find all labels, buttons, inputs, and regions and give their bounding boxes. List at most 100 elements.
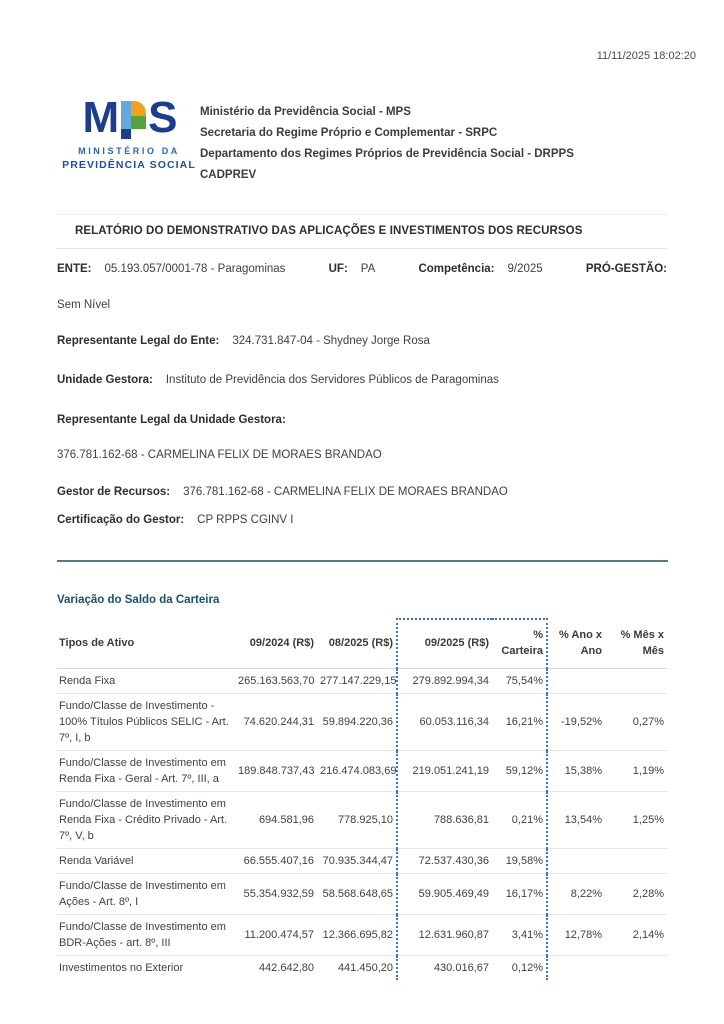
logo-letter-m: M	[82, 93, 119, 142]
value-cell: 265.163.563,70	[235, 668, 317, 694]
asset-type-cell: Renda Fixa	[57, 668, 235, 694]
value-cell: 430.016,67	[396, 955, 492, 980]
asset-type-cell: Investimentos no Exterior	[57, 955, 235, 980]
value-cell: 59.905.469,49	[396, 873, 492, 915]
value-cell: 778.925,10	[317, 791, 397, 849]
table-row: Fundo/Classe de Investimento - 100% Títu…	[57, 693, 667, 751]
value-cell: 12,78%	[547, 914, 605, 956]
column-header: % Mês x Mês	[605, 619, 667, 669]
value-cell	[605, 848, 667, 874]
logo-letter-p-icon	[121, 101, 147, 139]
uf-value: PA	[360, 263, 376, 275]
value-cell: 8,22%	[547, 873, 605, 915]
generated-timestamp: 11/11/2025 18:02:20	[596, 50, 696, 62]
value-cell: 19,58%	[492, 848, 548, 874]
table-row: Renda Variável 66.555.407,16 70.935.344,47…	[57, 848, 667, 874]
value-cell: 219.051.241,19	[396, 750, 492, 792]
value-cell: 2,28%	[605, 873, 667, 915]
value-cell	[605, 955, 667, 980]
column-header: 09/2024 (R$)	[235, 619, 317, 669]
competencia-label: Competência:	[418, 263, 495, 275]
value-cell: 66.555.407,16	[235, 848, 317, 874]
agency-line-cadprev: CADPREV	[200, 169, 257, 181]
value-cell: 15,38%	[547, 750, 605, 792]
value-cell: 1,25%	[605, 791, 667, 849]
logo-caption-line1: MINISTÉRIO DA	[78, 146, 180, 156]
ente-label: ENTE:	[57, 263, 92, 275]
gestor-value: 376.781.162-68 - CARMELINA FELIX DE MORA…	[183, 486, 508, 498]
value-cell: 2,14%	[605, 914, 667, 956]
agency-line-secretaria: Secretaria do Regime Próprio e Complemen…	[200, 127, 498, 139]
mps-logo-wordmark: M S	[58, 93, 200, 142]
value-cell: 58.568.648,65	[317, 873, 397, 915]
section-divider	[57, 560, 668, 562]
asset-type-cell: Renda Variável	[57, 848, 235, 874]
value-cell	[547, 955, 605, 980]
unidade-gestora-value: Instituto de Previdência dos Servidores …	[165, 374, 499, 386]
rep-ug-label: Representante Legal da Unidade Gestora:	[57, 414, 286, 426]
agency-line-ministerio: Ministério da Previdência Social - MPS	[200, 106, 411, 118]
progestao-value: Sem Nível	[57, 299, 111, 311]
table-row: Fundo/Classe de Investimento em BDR-Açõe…	[57, 914, 667, 956]
logo-letter-s: S	[148, 93, 177, 142]
table-row: Renda Fixa 265.163.563,70 277.147.229,15 27…	[57, 668, 667, 694]
value-cell: 788.636,81	[396, 791, 492, 849]
value-cell: 59,12%	[492, 750, 548, 792]
uf-label: UF:	[328, 263, 348, 275]
value-cell: 70.935.344,47	[317, 848, 397, 874]
rep-ug-value-line: 376.781.162-68 - CARMELINA FELIX DE MORA…	[57, 449, 667, 461]
value-cell: 59.894.220,36	[317, 693, 397, 751]
column-header: 08/2025 (R$)	[317, 619, 397, 669]
value-cell: 74.620.244,31	[235, 693, 317, 751]
certificacao-label: Certificação do Gestor:	[57, 514, 185, 526]
value-cell: 216.474.083,69	[317, 750, 397, 792]
value-cell: 694.581,96	[235, 791, 317, 849]
ente-value: 05.193.057/0001-78 - Paragominas	[104, 263, 286, 275]
value-cell: 60.053.116,34	[396, 693, 492, 751]
carteira-table-wrap: Tipos de Ativo 09/2024 (R$) 08/2025 (R$) 09…	[57, 618, 667, 980]
value-cell: 75,54%	[492, 668, 548, 694]
agency-header: Ministério da Previdência Social - MPS S…	[200, 102, 574, 186]
value-cell: 189.848.737,43	[235, 750, 317, 792]
report-title: RELATÓRIO DO DEMONSTRATIVO DAS APLICAÇÕE…	[75, 225, 583, 237]
value-cell: 72.537.430,36	[396, 848, 492, 874]
value-cell: 12.631.960,87	[396, 914, 492, 956]
rep-ente-value: 324.731.847-04 - Shydney Jorge Rosa	[232, 335, 430, 347]
table-row: Fundo/Classe de Investimento em Renda Fi…	[57, 750, 667, 792]
value-cell	[605, 668, 667, 694]
value-cell: 16,21%	[492, 693, 548, 751]
rep-ente-label: Representante Legal do Ente:	[57, 335, 220, 347]
column-header: Tipos de Ativo	[57, 619, 235, 669]
certificacao-value: CP RPPS CGINV I	[197, 514, 294, 526]
gestor-line: Gestor de Recursos: 376.781.162-68 - CARM…	[57, 486, 667, 498]
section-title: Variação do Saldo da Carteira	[57, 594, 220, 606]
logo-caption-line2: PREVIDÊNCIA SOCIAL	[62, 159, 196, 171]
value-cell: 55.354.932,59	[235, 873, 317, 915]
asset-type-cell: Fundo/Classe de Investimento em BDR-Açõe…	[57, 914, 235, 956]
report-title-bar: RELATÓRIO DO DEMONSTRATIVO DAS APLICAÇÕE…	[57, 214, 667, 249]
asset-type-cell: Fundo/Classe de Investimento em Ações - …	[57, 873, 235, 915]
uf-field: UF: PA	[329, 263, 376, 275]
value-cell: 279.892.994,34	[396, 668, 492, 694]
value-cell	[547, 668, 605, 694]
rep-ente-line: Representante Legal do Ente: 324.731.847-…	[57, 335, 667, 347]
certificacao-line: Certificação do Gestor: CP RPPS CGINV I	[57, 514, 667, 526]
progestao-label: PRÓ-GESTÃO:	[585, 263, 667, 275]
value-cell: 0,12%	[492, 955, 548, 980]
rep-ug-value: 376.781.162-68 - CARMELINA FELIX DE MORA…	[57, 449, 382, 461]
value-cell: 13,54%	[547, 791, 605, 849]
table-row: Fundo/Classe de Investimento em Renda Fi…	[57, 791, 667, 849]
carteira-table: Tipos de Ativo 09/2024 (R$) 08/2025 (R$) 09…	[57, 618, 667, 980]
mps-logo: M S MINISTÉRIO DA PREVIDÊNCIA SOCIAL	[58, 93, 200, 171]
asset-type-cell: Fundo/Classe de Investimento em Renda Fi…	[57, 750, 235, 792]
rep-ug-label-line: Representante Legal da Unidade Gestora:	[57, 414, 667, 426]
gestor-label: Gestor de Recursos:	[57, 486, 171, 498]
unidade-gestora-line: Unidade Gestora: Instituto de Previdência…	[57, 374, 667, 386]
value-cell: 12.366.695,82	[317, 914, 397, 956]
competencia-value: 9/2025	[507, 263, 543, 275]
value-cell: 1,19%	[605, 750, 667, 792]
asset-type-cell: Fundo/Classe de Investimento em Renda Fi…	[57, 791, 235, 849]
asset-type-cell: Fundo/Classe de Investimento - 100% Títu…	[57, 693, 235, 751]
table-header-row: Tipos de Ativo 09/2024 (R$) 08/2025 (R$) 09…	[57, 618, 667, 669]
